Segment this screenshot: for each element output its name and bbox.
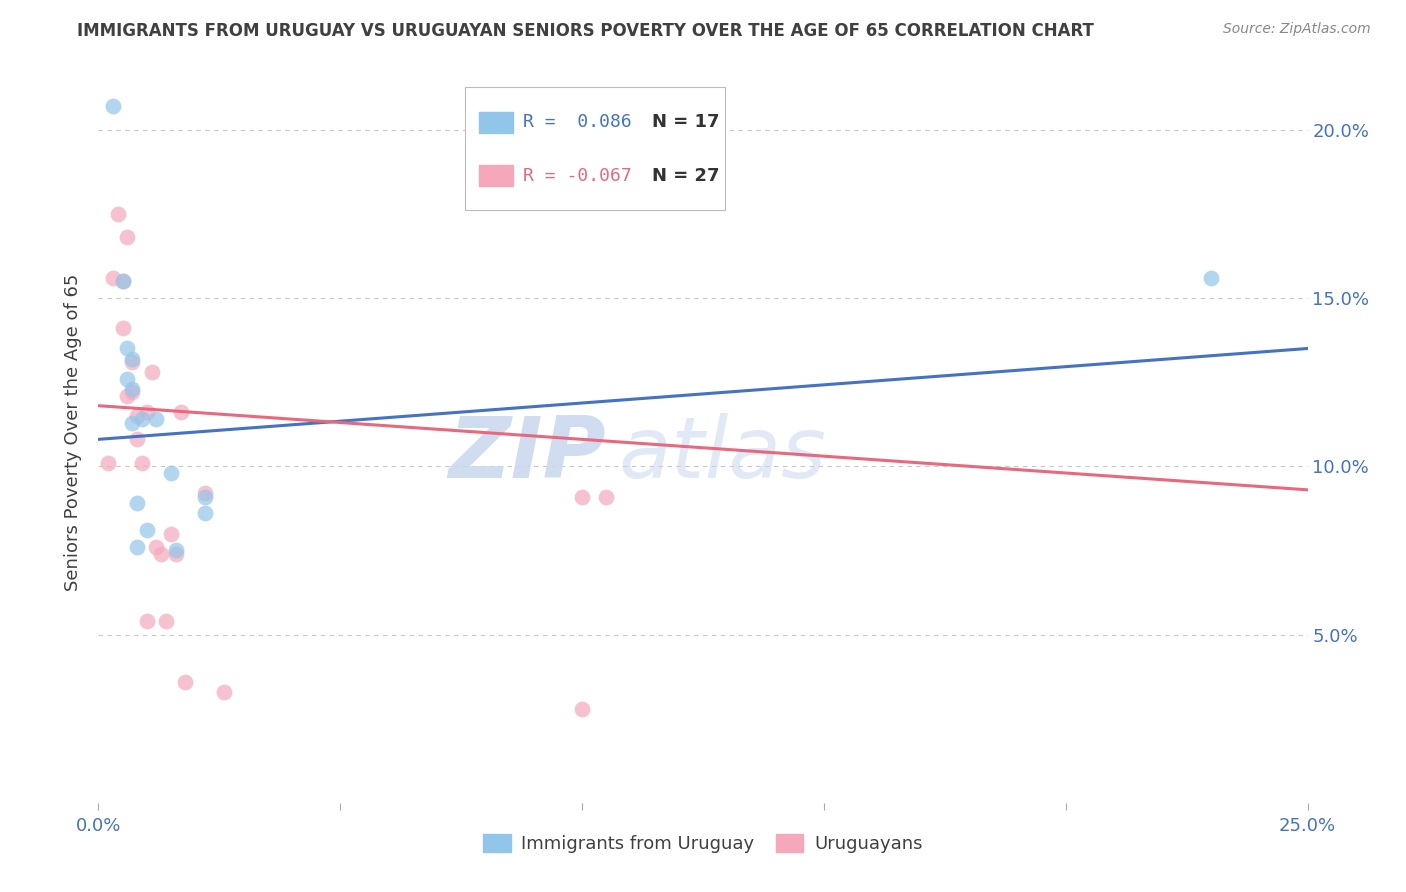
- Point: [145, 412, 167, 426]
- Point: [595, 490, 617, 504]
- Point: [121, 382, 143, 396]
- Point: [111, 321, 134, 335]
- Text: N = 27: N = 27: [652, 167, 720, 185]
- Point: [121, 385, 143, 400]
- Text: R = -0.067: R = -0.067: [523, 167, 631, 185]
- Point: [97, 456, 120, 470]
- Point: [141, 365, 163, 379]
- Point: [121, 351, 143, 366]
- Point: [165, 547, 187, 561]
- Point: [1199, 270, 1222, 285]
- Point: [194, 507, 217, 521]
- Text: IMMIGRANTS FROM URUGUAY VS URUGUAYAN SENIORS POVERTY OVER THE AGE OF 65 CORRELAT: IMMIGRANTS FROM URUGUAY VS URUGUAYAN SEN…: [77, 22, 1094, 40]
- Point: [111, 274, 134, 288]
- Point: [121, 416, 143, 430]
- Point: [135, 523, 157, 537]
- Legend: Immigrants from Uruguay, Uruguayans: Immigrants from Uruguay, Uruguayans: [477, 827, 929, 861]
- Point: [174, 674, 197, 689]
- Text: N = 17: N = 17: [652, 113, 720, 131]
- Point: [111, 274, 134, 288]
- Point: [131, 456, 153, 470]
- Point: [135, 614, 157, 628]
- Point: [117, 342, 139, 356]
- Point: [117, 372, 139, 386]
- Point: [165, 543, 187, 558]
- Point: [169, 405, 191, 419]
- Point: [135, 405, 157, 419]
- Point: [160, 466, 183, 480]
- Text: atlas: atlas: [619, 413, 827, 496]
- Point: [127, 433, 149, 447]
- Point: [117, 230, 139, 244]
- Point: [121, 355, 143, 369]
- Point: [571, 701, 593, 715]
- Point: [160, 526, 183, 541]
- Point: [194, 490, 217, 504]
- Point: [101, 99, 124, 113]
- Point: [212, 685, 235, 699]
- Point: [145, 540, 167, 554]
- Point: [571, 490, 593, 504]
- Y-axis label: Seniors Poverty Over the Age of 65: Seniors Poverty Over the Age of 65: [65, 274, 83, 591]
- Text: ZIP: ZIP: [449, 413, 606, 496]
- Point: [194, 486, 217, 500]
- Point: [107, 207, 129, 221]
- Point: [127, 496, 149, 510]
- Point: [155, 614, 177, 628]
- Point: [101, 270, 124, 285]
- Point: [150, 547, 173, 561]
- Text: R =  0.086: R = 0.086: [523, 113, 631, 131]
- Point: [127, 409, 149, 423]
- Bar: [479, 112, 513, 133]
- Text: Source: ZipAtlas.com: Source: ZipAtlas.com: [1223, 22, 1371, 37]
- Point: [127, 540, 149, 554]
- Bar: [479, 165, 513, 186]
- Point: [117, 388, 139, 402]
- Point: [131, 412, 153, 426]
- Bar: [465, 87, 724, 210]
